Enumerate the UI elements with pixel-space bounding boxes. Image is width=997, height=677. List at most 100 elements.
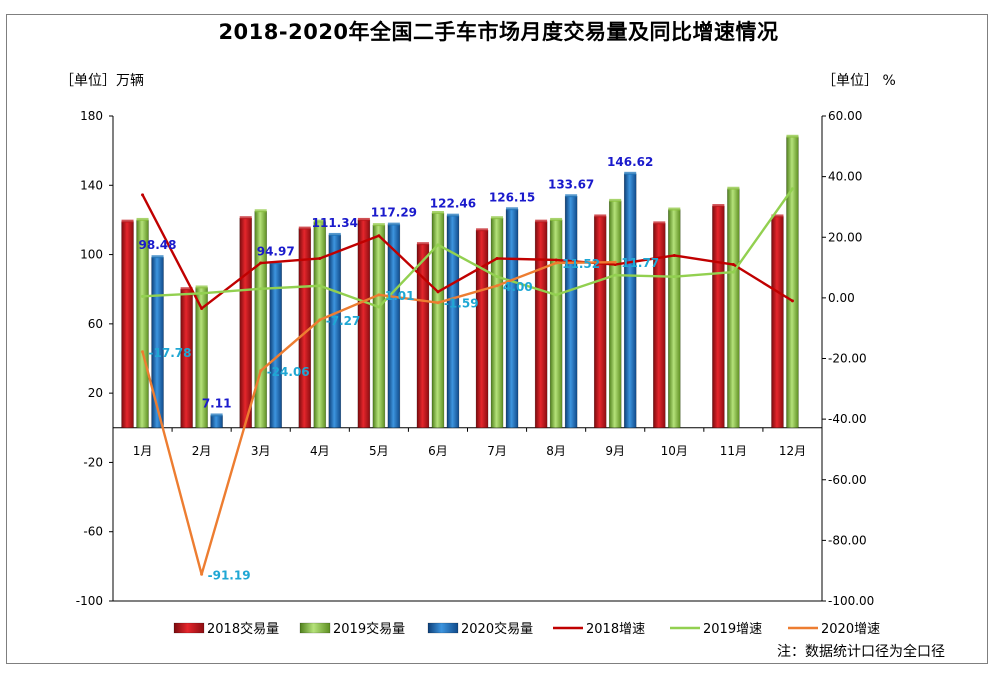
point-2019增速 bbox=[377, 305, 381, 309]
line-data-label: -91.19 bbox=[208, 568, 251, 582]
bar-cap bbox=[195, 285, 208, 289]
bar-2018交易量 bbox=[416, 243, 430, 429]
chart-frame bbox=[6, 14, 988, 664]
point-2019增速 bbox=[554, 293, 558, 297]
point-2018增速 bbox=[554, 258, 558, 262]
category-label: 4月 bbox=[310, 444, 330, 458]
bar-data-label: 133.67 bbox=[548, 177, 594, 191]
line-data-label: 1.01 bbox=[385, 289, 415, 303]
legend-swatch bbox=[427, 622, 459, 634]
left-tick-label: 140 bbox=[80, 178, 103, 192]
category-label: 2月 bbox=[192, 444, 212, 458]
bar-2018交易量 bbox=[121, 221, 134, 429]
point-2019增速 bbox=[436, 243, 440, 247]
point-2019增速 bbox=[613, 273, 617, 277]
bar-2020交易量 bbox=[623, 173, 637, 429]
point-2019增速 bbox=[141, 294, 145, 298]
category-label: 9月 bbox=[605, 444, 625, 458]
bar-2019交易量 bbox=[372, 224, 386, 429]
line-data-label: -1.59 bbox=[444, 297, 479, 311]
bar-2019交易量 bbox=[490, 217, 504, 429]
left-tick-label: -60 bbox=[83, 525, 103, 539]
chart-title: 2018-2020年全国二手车市场月度交易量及同比增速情况 bbox=[218, 20, 779, 44]
bar-cap bbox=[506, 207, 519, 211]
bar-cap bbox=[491, 216, 504, 220]
bar-2020交易量 bbox=[505, 209, 519, 429]
point-2019增速 bbox=[672, 275, 676, 279]
bar-cap bbox=[727, 186, 740, 190]
point-2018增速 bbox=[436, 290, 440, 294]
line-data-label: 11.52 bbox=[562, 257, 600, 271]
bar-2018交易量 bbox=[712, 205, 725, 429]
bar-cap bbox=[416, 242, 429, 246]
point-2020增速 bbox=[259, 369, 263, 373]
right-axis-unit-label: ［单位］ % bbox=[822, 73, 896, 89]
point-2020增速 bbox=[554, 261, 558, 265]
point-2020增速 bbox=[613, 260, 617, 264]
point-2020增速 bbox=[141, 350, 145, 354]
legend-label: 2019交易量 bbox=[333, 621, 405, 637]
category-label: 8月 bbox=[546, 444, 566, 458]
bar-cap bbox=[771, 214, 784, 218]
left-tick-label: -20 bbox=[83, 455, 103, 469]
bar-cap bbox=[298, 226, 311, 230]
bar-cap bbox=[151, 255, 164, 259]
bar-cap bbox=[136, 217, 149, 221]
bar-cap bbox=[372, 223, 385, 227]
bar-2018交易量 bbox=[534, 221, 548, 429]
bar-cap bbox=[624, 171, 637, 175]
line-data-label: -17.78 bbox=[149, 346, 192, 360]
line-2018增速 bbox=[141, 194, 794, 310]
left-tick-label: 180 bbox=[80, 109, 103, 123]
bar-cap bbox=[431, 211, 444, 214]
point-2018增速 bbox=[731, 263, 735, 267]
category-label: 11月 bbox=[720, 444, 747, 458]
category-label: 1月 bbox=[133, 444, 153, 458]
bar-2018交易量 bbox=[475, 230, 489, 429]
category-label: 10月 bbox=[661, 444, 688, 458]
point-2018增速 bbox=[141, 193, 145, 197]
right-tick-label: 60.00 bbox=[828, 109, 862, 123]
point-2018增速 bbox=[318, 256, 322, 260]
point-2018增速 bbox=[259, 261, 263, 265]
bar-cap bbox=[313, 219, 326, 223]
footnote: 注：数据统计口径为全口径 bbox=[777, 644, 945, 660]
bar-2019交易量 bbox=[608, 200, 622, 429]
right-tick-label: 20.00 bbox=[828, 230, 862, 244]
bar-2019交易量 bbox=[727, 188, 740, 429]
bar-2018交易量 bbox=[771, 216, 784, 429]
right-tick-label: -80.00 bbox=[828, 533, 867, 547]
bar-2019交易量 bbox=[668, 209, 681, 429]
legend-label: 2018增速 bbox=[586, 622, 645, 637]
bar-2020交易量 bbox=[446, 215, 460, 429]
bar-cap bbox=[239, 216, 252, 220]
point-2018增速 bbox=[200, 306, 204, 310]
point-2018增速 bbox=[495, 256, 499, 260]
legend-label: 2019增速 bbox=[703, 622, 762, 637]
bar-2018交易量 bbox=[653, 223, 666, 429]
right-tick-label: 40.00 bbox=[828, 170, 862, 184]
right-tick-label: -20.00 bbox=[828, 352, 867, 366]
point-2019增速 bbox=[200, 291, 204, 295]
legend-label: 2018交易量 bbox=[207, 621, 279, 637]
point-2019增速 bbox=[790, 187, 794, 191]
bar-cap bbox=[535, 219, 548, 223]
point-2020增速 bbox=[436, 301, 440, 305]
bar-cap bbox=[254, 209, 267, 213]
bar-cap bbox=[210, 413, 223, 417]
legend-swatch bbox=[299, 622, 331, 634]
bar-data-label: 7.11 bbox=[202, 396, 232, 410]
legend-label: 2020增速 bbox=[821, 622, 880, 637]
point-2019增速 bbox=[495, 275, 499, 279]
category-label: 12月 bbox=[779, 444, 806, 458]
point-2020增速 bbox=[495, 284, 499, 288]
bar-data-label: 117.29 bbox=[371, 206, 417, 220]
point-2018增速 bbox=[672, 253, 676, 257]
bar-cap bbox=[387, 222, 400, 226]
bar-cap bbox=[786, 134, 799, 138]
line-data-label: 11.77 bbox=[621, 256, 659, 270]
left-tick-label: -100 bbox=[76, 594, 103, 608]
point-2019增速 bbox=[259, 287, 263, 291]
right-tick-label: -100.00 bbox=[828, 594, 874, 608]
